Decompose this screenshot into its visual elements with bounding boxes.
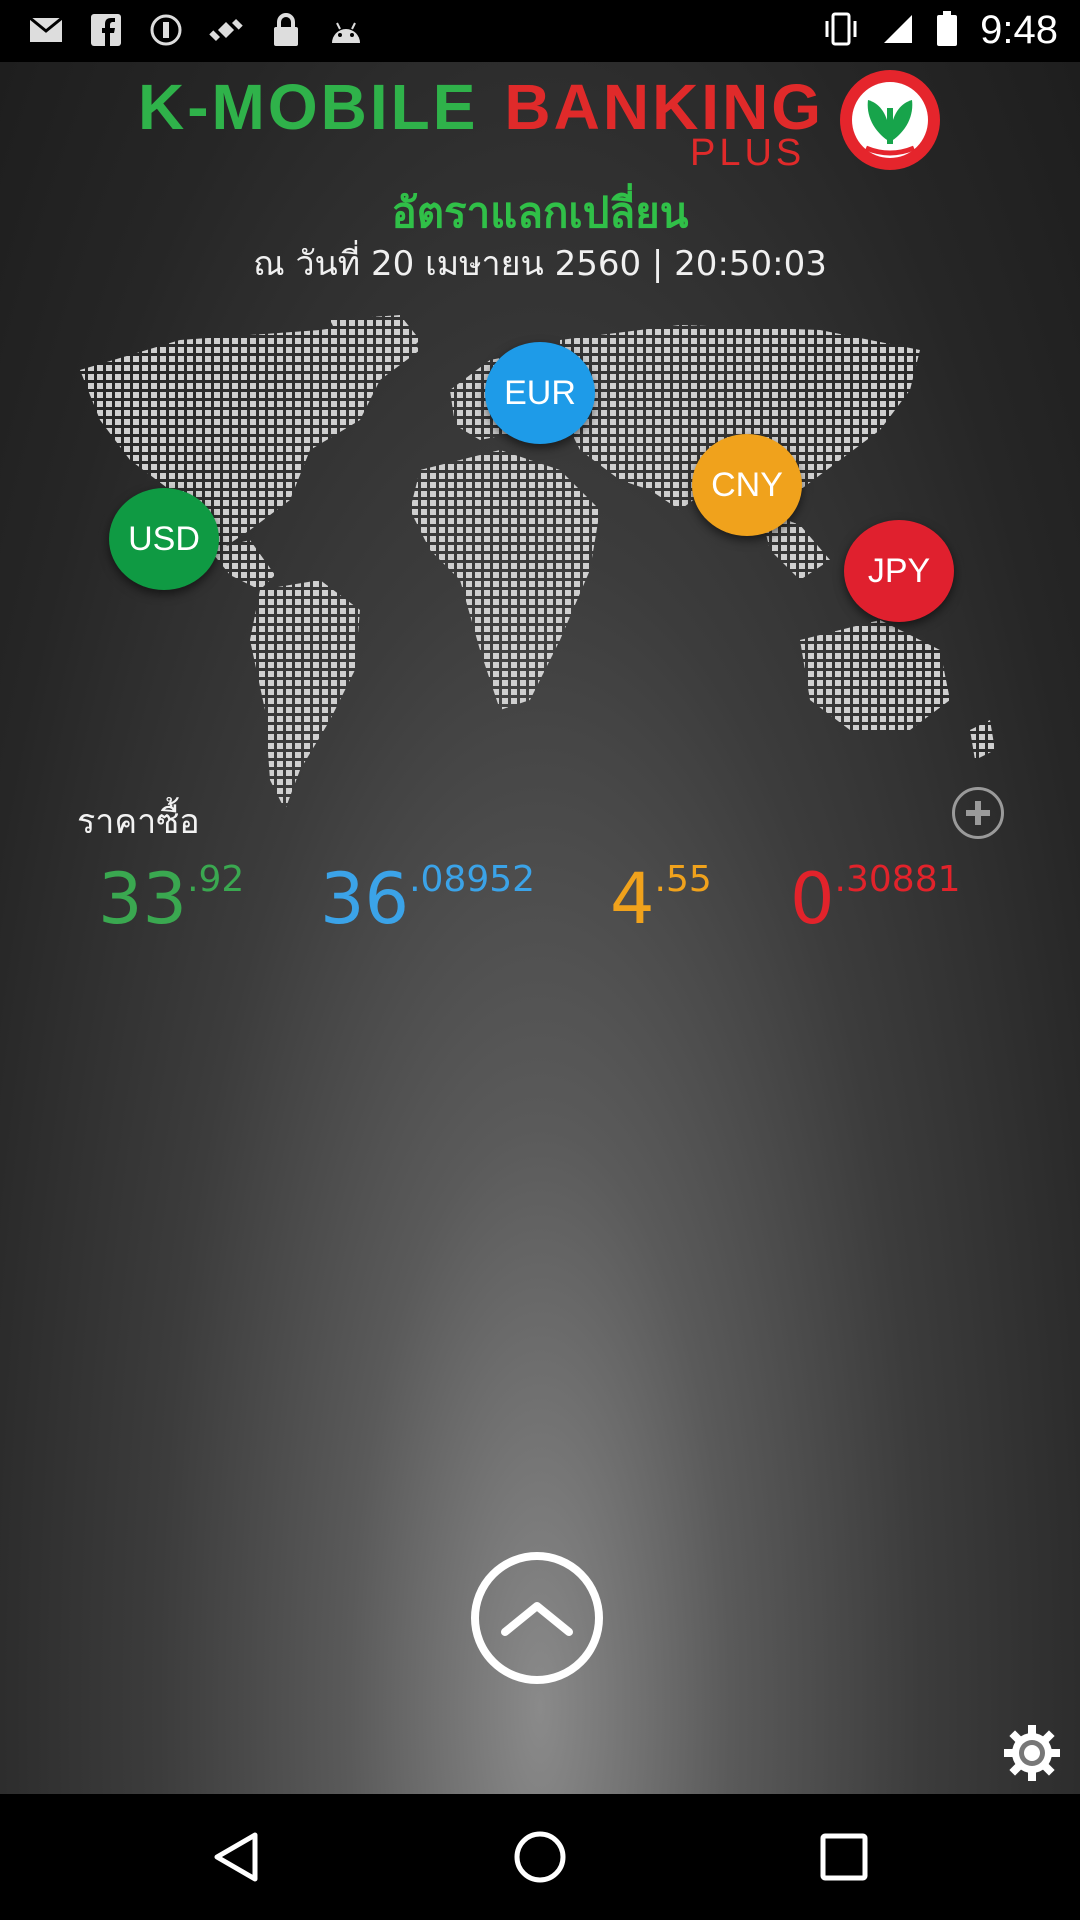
expand-button[interactable]	[471, 1552, 603, 1684]
rate-decimal: .92	[187, 859, 245, 900]
rate-integer: 4	[610, 858, 655, 940]
add-currency-button[interactable]	[952, 787, 1004, 839]
navigation-bar	[0, 1794, 1080, 1920]
gear-icon[interactable]	[1003, 1724, 1061, 1782]
status-bar: 9:48	[0, 0, 1080, 62]
exchange-rate-screen: K-MOBILE BANKING PLUS อัตราแลกเปลี่ยน ณ …	[0, 62, 1080, 1794]
back-icon	[214, 1832, 258, 1882]
app-brand-header: K-MOBILE BANKING PLUS	[0, 62, 1080, 174]
currency-pin-cny[interactable]: CNY	[692, 434, 802, 536]
battery-icon	[936, 10, 958, 51]
brand-plus: PLUS	[690, 132, 806, 174]
currency-pin-usd[interactable]: USD	[109, 488, 219, 590]
currency-code: JPY	[867, 551, 931, 590]
buy-rate-label: ราคาซื้อ	[77, 802, 200, 842]
rate-integer: 36	[320, 858, 410, 940]
world-map	[80, 315, 995, 810]
brand-title: K-MOBILE BANKING	[138, 70, 824, 144]
chevron-up-icon	[501, 1602, 573, 1636]
rate-integer: 33	[98, 858, 188, 940]
back-button[interactable]	[206, 1827, 266, 1887]
page-title: อัตราแลกเปลี่ยน	[391, 188, 689, 237]
plus-circle-icon	[966, 801, 990, 825]
currency-code: CNY	[711, 465, 783, 504]
mail-icon	[28, 12, 64, 48]
rate-list: 33.92 36.08952 4.55 0.30881	[0, 854, 1080, 944]
brand-main: K-MOBILE	[138, 71, 479, 143]
rate-decimal: .55	[654, 859, 712, 900]
home-button[interactable]	[510, 1827, 570, 1887]
rate-cny[interactable]: 4.55	[610, 854, 712, 944]
vibrate-icon	[822, 12, 860, 50]
clock: 9:48	[980, 8, 1058, 52]
rate-decimal: .08952	[409, 859, 536, 900]
rate-integer: 0	[790, 858, 835, 940]
currency-pin-eur[interactable]: EUR	[485, 342, 595, 444]
rate-eur[interactable]: 36.08952	[320, 854, 535, 944]
currency-pin-jpy[interactable]: JPY	[844, 520, 954, 622]
recents-button[interactable]	[814, 1827, 874, 1887]
currency-code: USD	[128, 519, 200, 558]
signal-icon	[882, 13, 914, 49]
facebook-icon	[88, 12, 124, 48]
lock-icon	[268, 12, 304, 48]
brand-secondary: BANKING	[504, 71, 825, 143]
rate-timestamp: ณ วันที่ 20 เมษายน 2560 | 20:50:03	[253, 244, 827, 284]
recents-icon	[820, 1833, 868, 1881]
home-icon	[514, 1831, 566, 1883]
info-icon	[148, 12, 184, 48]
kasikorn-logo	[840, 70, 940, 170]
rate-decimal: .30881	[834, 859, 961, 900]
rate-usd[interactable]: 33.92	[98, 854, 244, 944]
fake-gps-icon	[208, 12, 244, 48]
android-icon	[328, 12, 364, 48]
rate-jpy[interactable]: 0.30881	[790, 854, 961, 944]
currency-code: EUR	[504, 373, 576, 412]
